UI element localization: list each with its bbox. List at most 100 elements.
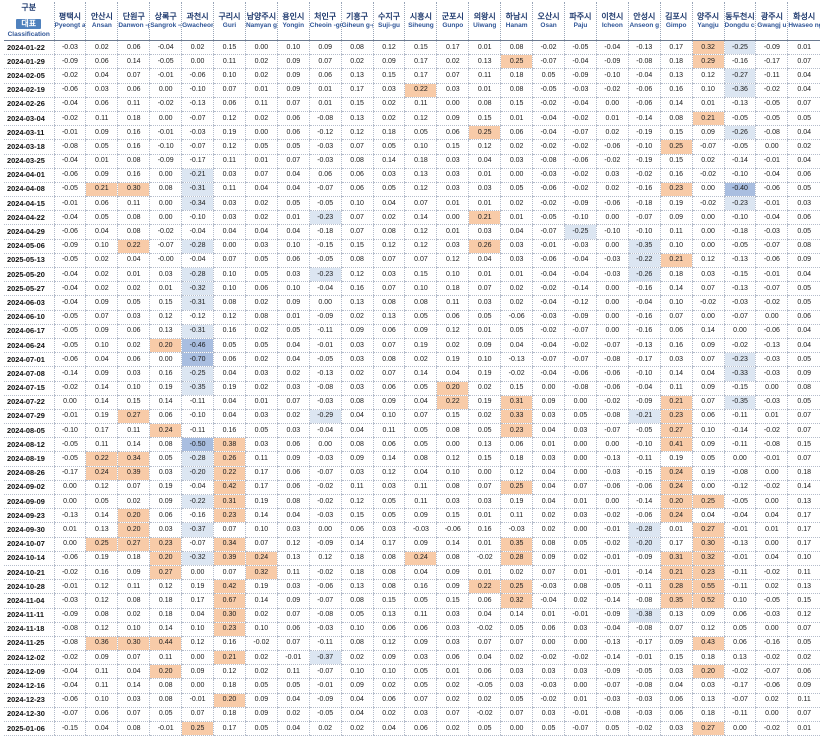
table-row: 2024-12-30 -0.07 0.06 0.07 0.05 0.07 0.18 0.09 0… bbox=[4, 707, 820, 723]
value-cell: 0.03 bbox=[564, 423, 597, 439]
value-cell: 0.13 bbox=[340, 111, 374, 127]
value-cell: -0.10 bbox=[627, 366, 661, 382]
value-cell: 0.10 bbox=[340, 664, 374, 680]
value-cell: -0.06 bbox=[755, 678, 788, 694]
column-header-ko: 처인구 bbox=[314, 12, 337, 21]
value-cell: 0.18 bbox=[372, 125, 405, 141]
value-cell: 0.02 bbox=[787, 139, 820, 155]
value-cell: -0.05 bbox=[308, 253, 342, 269]
value-cell: 0.20 bbox=[213, 693, 246, 708]
value-cell: -0.09 bbox=[308, 693, 342, 708]
column-header-ko: 기흥구 bbox=[346, 12, 369, 21]
value-cell: 0.01 bbox=[244, 154, 278, 169]
value-cell: 0.17 bbox=[404, 54, 437, 70]
value-cell: -0.02 bbox=[595, 83, 629, 98]
column-header-en: Uiwang bbox=[473, 22, 497, 29]
table-row: 2024-11-18 -0.08 0.12 0.10 0.14 0.10 0.23 0.10 0… bbox=[4, 622, 820, 637]
value-cell: 0.10 bbox=[276, 281, 310, 297]
value-cell: 0.10 bbox=[213, 267, 246, 283]
value-cell: 0.09 bbox=[404, 324, 437, 339]
value-cell: -0.03 bbox=[53, 593, 86, 609]
value-cell: -0.37 bbox=[181, 522, 214, 538]
value-cell: 0.14 bbox=[244, 508, 278, 524]
value-cell: -0.31 bbox=[181, 182, 214, 198]
value-cell: 0.05 bbox=[787, 281, 820, 297]
value-cell: 0.02 bbox=[595, 125, 629, 141]
value-cell: 0.09 bbox=[244, 707, 278, 723]
value-cell: 0.01 bbox=[436, 664, 469, 680]
value-cell: 0.08 bbox=[372, 565, 405, 581]
value-cell: 0.06 bbox=[404, 721, 437, 736]
value-cell: -0.06 bbox=[532, 182, 565, 198]
value-cell: -0.13 bbox=[723, 537, 756, 552]
value-cell: 0.07 bbox=[244, 537, 278, 552]
value-cell: -0.05 bbox=[627, 664, 661, 680]
value-cell: 0.32 bbox=[244, 565, 278, 581]
value-cell: 0.18 bbox=[213, 678, 246, 694]
value-cell: 0.02 bbox=[244, 664, 278, 680]
value-cell: 0.04 bbox=[276, 693, 310, 708]
row-date: 2024-07-29 bbox=[4, 409, 54, 425]
table-row: 2024-04-22 -0.04 0.05 0.08 0.00 -0.10 0.03 0.02… bbox=[4, 210, 820, 226]
value-cell: 0.17 bbox=[659, 537, 693, 552]
value-cell: 0.04 bbox=[787, 267, 820, 283]
value-cell: 0.18 bbox=[117, 111, 150, 127]
value-cell: -0.18 bbox=[723, 224, 756, 240]
value-cell: 0.06 bbox=[149, 409, 182, 425]
value-cell: 0.26 bbox=[468, 239, 501, 254]
value-cell: -0.06 bbox=[627, 83, 661, 98]
value-cell: 0.21 bbox=[659, 253, 693, 269]
value-cell: 0.04 bbox=[340, 423, 374, 439]
value-cell: -0.08 bbox=[53, 636, 86, 652]
value-cell: 0.07 bbox=[276, 154, 310, 169]
value-cell: 0.05 bbox=[244, 423, 278, 439]
value-cell: 0.07 bbox=[500, 636, 533, 652]
value-cell: 0.03 bbox=[659, 352, 693, 368]
value-cell: 0.04 bbox=[532, 423, 565, 439]
value-cell: 0.07 bbox=[691, 352, 725, 368]
value-cell: 0.01 bbox=[468, 267, 501, 283]
value-cell: -0.14 bbox=[595, 593, 629, 609]
value-cell: 0.08 bbox=[213, 295, 246, 311]
value-cell: 0.17 bbox=[372, 537, 405, 552]
value-cell: -0.03 bbox=[532, 678, 565, 694]
value-cell: 0.17 bbox=[787, 537, 820, 552]
value-cell: 0.01 bbox=[755, 522, 788, 538]
value-cell: 0.02 bbox=[372, 97, 405, 112]
value-cell: -0.07 bbox=[755, 239, 788, 254]
value-cell: 0.02 bbox=[372, 707, 405, 723]
value-cell: 0.31 bbox=[500, 395, 533, 410]
value-cell: 0.00 bbox=[468, 466, 501, 481]
value-cell: 0.09 bbox=[181, 664, 214, 680]
value-cell: 0.19 bbox=[213, 381, 246, 396]
value-cell: 0.04 bbox=[213, 409, 246, 425]
value-cell: -0.06 bbox=[755, 253, 788, 269]
value-cell: 0.07 bbox=[117, 480, 150, 496]
value-cell: 0.00 bbox=[149, 210, 182, 226]
value-cell: 0.08 bbox=[149, 437, 182, 453]
value-cell: 0.30 bbox=[117, 182, 150, 198]
value-cell: -0.05 bbox=[149, 54, 182, 70]
value-cell: -0.07 bbox=[564, 324, 597, 339]
row-date: 2024-07-22 bbox=[4, 395, 54, 410]
value-cell: -0.03 bbox=[181, 125, 214, 141]
value-cell: -0.02 bbox=[149, 97, 182, 112]
column-header-ko: 동두천시 bbox=[725, 12, 755, 21]
value-cell: 0.23 bbox=[659, 409, 693, 425]
value-cell: 0.00 bbox=[149, 196, 182, 212]
value-cell: 0.05 bbox=[404, 437, 437, 453]
value-cell: 0.07 bbox=[532, 565, 565, 581]
value-cell: -0.10 bbox=[627, 437, 661, 453]
value-cell: 0.01 bbox=[595, 111, 629, 127]
value-cell: 0.20 bbox=[149, 338, 182, 354]
value-cell: -0.01 bbox=[181, 693, 214, 708]
value-cell: 0.23 bbox=[691, 565, 725, 581]
value-cell: -0.06 bbox=[53, 693, 86, 708]
value-cell: 0.18 bbox=[340, 551, 374, 566]
value-cell: 0.11 bbox=[244, 97, 278, 112]
value-cell: 0.11 bbox=[213, 54, 246, 70]
value-cell: -0.09 bbox=[53, 239, 86, 254]
value-cell: 0.03 bbox=[436, 636, 469, 652]
value-cell: 0.10 bbox=[117, 622, 150, 637]
value-cell: 0.09 bbox=[404, 508, 437, 524]
